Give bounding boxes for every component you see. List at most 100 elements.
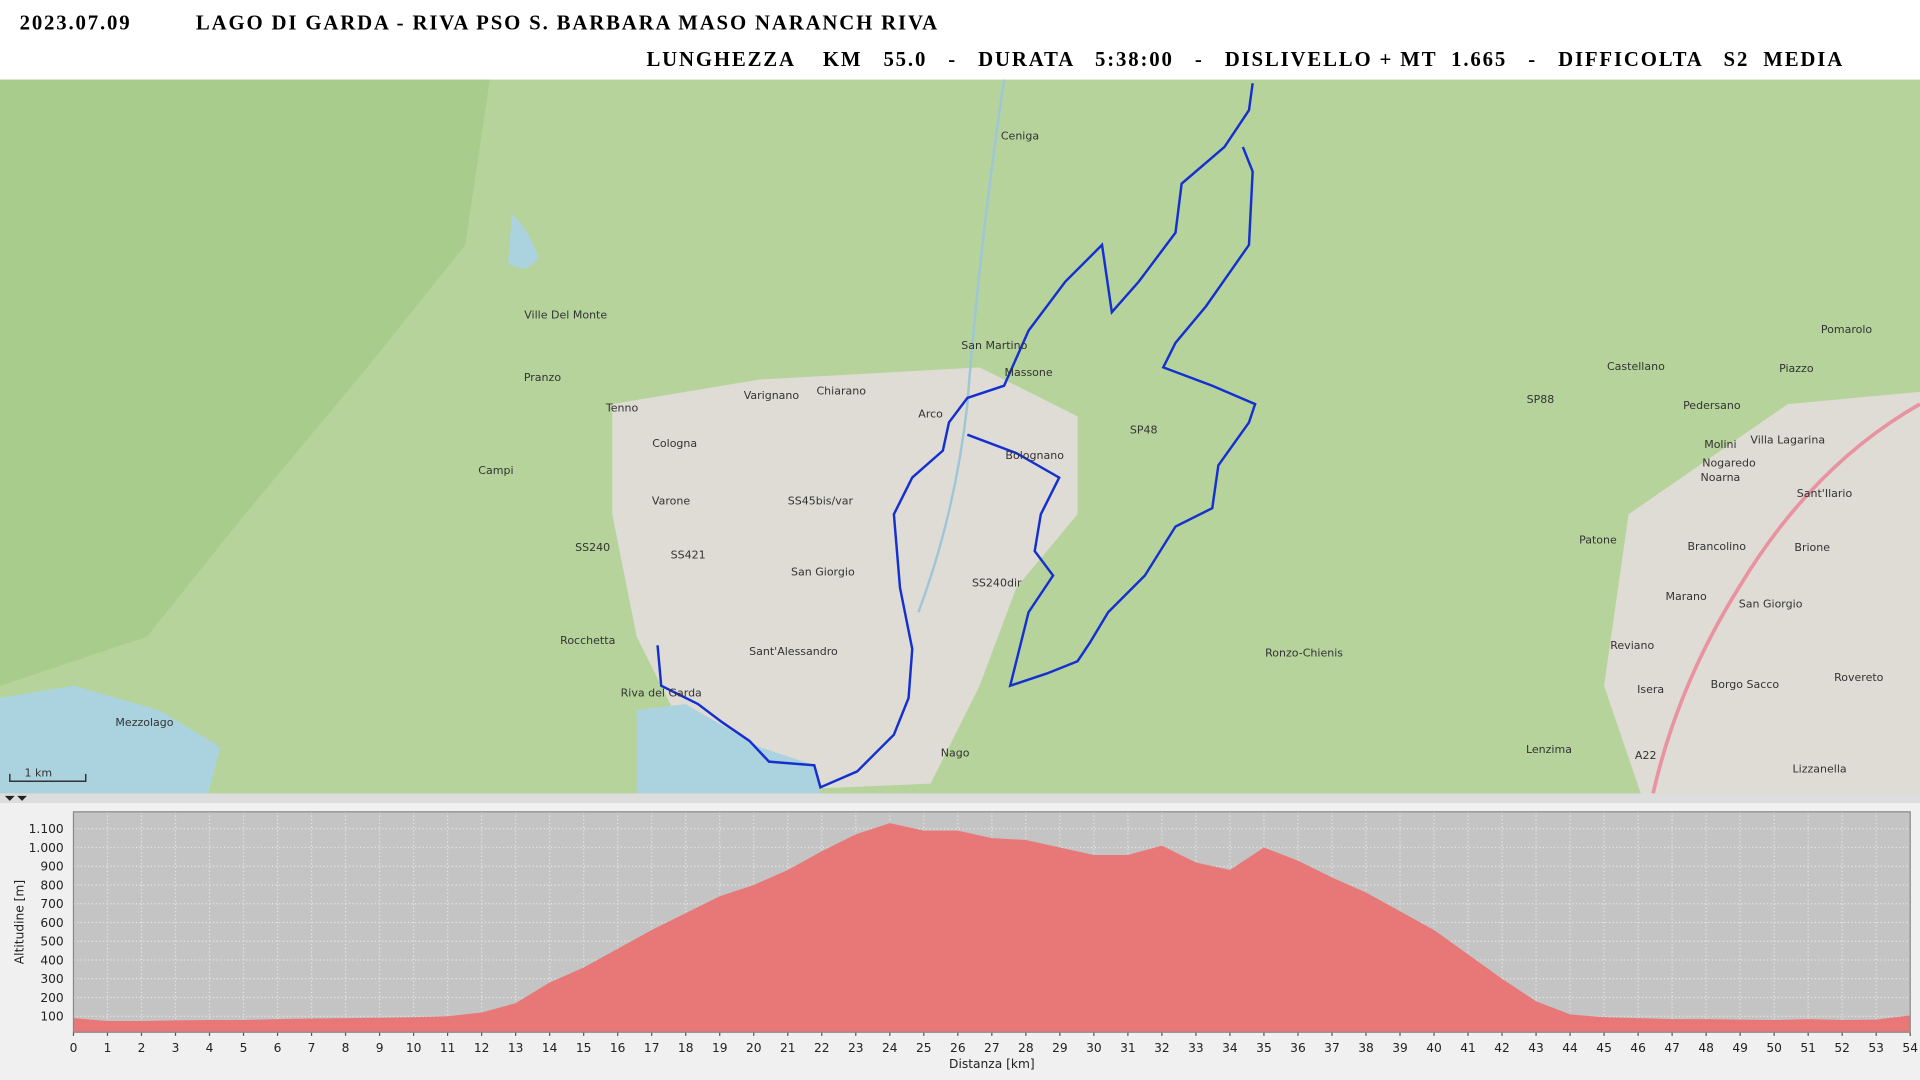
x-tick-label: 38 <box>1358 1041 1374 1055</box>
x-tick-label: 34 <box>1222 1041 1238 1055</box>
y-tick-label: 1.100 <box>29 822 64 836</box>
x-tick-label: 4 <box>206 1041 214 1055</box>
x-tick-label: 41 <box>1460 1041 1476 1055</box>
x-tick-label: 47 <box>1664 1041 1680 1055</box>
x-tick-label: 50 <box>1766 1041 1782 1055</box>
map-label: Rocchetta <box>560 634 615 647</box>
y-tick-label: 700 <box>40 897 63 911</box>
x-tick-label: 1 <box>104 1041 112 1055</box>
x-tick-label: 51 <box>1800 1041 1816 1055</box>
x-tick-label: 14 <box>542 1041 558 1055</box>
map-label: Noarna <box>1701 471 1741 484</box>
map-label: Brancolino <box>1688 540 1747 553</box>
header-bg <box>0 0 1920 80</box>
x-tick-label: 37 <box>1324 1041 1340 1055</box>
x-tick-label: 29 <box>1052 1041 1068 1055</box>
x-tick-label: 25 <box>916 1041 932 1055</box>
map-label: Bolognano <box>1005 449 1064 462</box>
date: 2023.07.09 <box>20 10 132 34</box>
x-tick-label: 31 <box>1120 1041 1136 1055</box>
x-tick-label: 13 <box>508 1041 524 1055</box>
y-tick-label: 400 <box>40 953 63 967</box>
map-label: Brione <box>1794 541 1830 554</box>
y-tick-label: 100 <box>40 1010 63 1024</box>
x-tick-label: 45 <box>1596 1041 1612 1055</box>
y-tick-label: 300 <box>40 972 63 986</box>
x-tick-label: 33 <box>1188 1041 1204 1055</box>
y-tick-label: 900 <box>40 860 63 874</box>
lake-garda <box>636 704 821 794</box>
x-tick-label: 39 <box>1392 1041 1408 1055</box>
x-tick-label: 52 <box>1834 1041 1850 1055</box>
x-tick-label: 32 <box>1154 1041 1170 1055</box>
map-label: Reviano <box>1610 639 1654 652</box>
urban <box>612 367 1078 790</box>
toolbar <box>0 793 1920 804</box>
x-tick-label: 53 <box>1868 1041 1884 1055</box>
map-label: Pranzo <box>524 371 561 384</box>
x-tick-label: 42 <box>1494 1041 1510 1055</box>
y-tick-label: 500 <box>40 935 63 949</box>
map: Riva del Garda Arco Varone San Giorgio Sant'… <box>0 79 1920 794</box>
map-label: Ceniga <box>1001 130 1039 143</box>
y-tick-label: 1.000 <box>29 841 64 855</box>
x-tick-label: 30 <box>1086 1041 1102 1055</box>
x-tick-label: 16 <box>610 1041 626 1055</box>
x-tick-label: 49 <box>1732 1041 1748 1055</box>
x-tick-label: 5 <box>240 1041 248 1055</box>
map-label: Massone <box>1004 366 1052 379</box>
map-label: Campi <box>478 464 513 477</box>
x-tick-label: 9 <box>376 1041 384 1055</box>
map-label: Castellano <box>1607 360 1665 373</box>
x-tick-label: 11 <box>440 1041 456 1055</box>
map-label: Varignano <box>744 389 800 402</box>
elevation-area <box>73 823 1911 1033</box>
map-label: San Martino <box>961 339 1027 352</box>
map-label: Ville Del Monte <box>524 308 607 321</box>
collapse-icon <box>4 795 27 801</box>
x-tick-label: 15 <box>576 1041 592 1055</box>
map-label: 1 km <box>24 766 52 779</box>
x-tick-label: 17 <box>644 1041 660 1055</box>
map-label: Cologna <box>652 437 697 450</box>
x-tick-label: 2 <box>138 1041 146 1055</box>
motorway <box>1651 402 1920 794</box>
x-tick-label: 40 <box>1426 1041 1442 1055</box>
y-tick-label: 800 <box>40 878 63 892</box>
x-tick-label: 28 <box>1018 1041 1034 1055</box>
x-tick-label: 36 <box>1290 1041 1306 1055</box>
map-label: Lenzima <box>1526 743 1572 756</box>
map-label: Riva del Garda <box>621 687 702 700</box>
map-label: Molini <box>1704 438 1736 451</box>
x-tick-label: 20 <box>746 1041 762 1055</box>
map-label: SS45bis/var <box>788 494 854 507</box>
map-label: Ronzo-Chienis <box>1265 646 1343 659</box>
map-label: Rovereto <box>1834 671 1884 684</box>
x-tick-label: 54 <box>1902 1041 1918 1055</box>
river <box>917 79 1006 613</box>
map-label: Sant'Alessandro <box>749 645 838 658</box>
x-tick-label: 6 <box>274 1041 282 1055</box>
map-label: Nogaredo <box>1702 457 1756 470</box>
forest <box>0 79 490 686</box>
x-tick-label: 0 <box>70 1041 78 1055</box>
map-label: Varone <box>652 494 690 507</box>
map-label: A22 <box>1635 749 1657 762</box>
map-label: Pomarolo <box>1821 323 1873 336</box>
map-label: San Giorgio <box>1739 597 1803 610</box>
x-tick-label: 43 <box>1528 1041 1544 1055</box>
map-label: Borgo Sacco <box>1711 678 1780 691</box>
x-tick-label: 10 <box>406 1041 422 1055</box>
map-label: Villa Lagarina <box>1750 433 1825 446</box>
map-label: Marano <box>1665 590 1707 603</box>
map-label: SP48 <box>1130 423 1158 436</box>
scale-bar <box>9 773 87 782</box>
y-tick-label: 600 <box>40 916 63 930</box>
map-label: Pedersano <box>1683 399 1741 412</box>
lake-ledro <box>0 685 221 794</box>
x-tick-label: 44 <box>1562 1041 1578 1055</box>
map-label: SS421 <box>671 548 706 561</box>
map-label: Arco <box>918 408 943 421</box>
